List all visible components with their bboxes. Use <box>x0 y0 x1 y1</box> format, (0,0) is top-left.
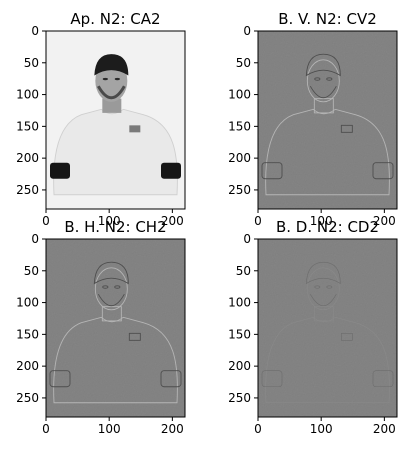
x-tick-label: 0 <box>254 214 262 228</box>
x-tick-label: 100 <box>310 422 333 436</box>
y-tick-label: 100 <box>16 296 39 310</box>
y-tick-label: 0 <box>31 24 39 38</box>
subject-hair <box>94 54 129 76</box>
y-tick-label: 200 <box>16 151 39 165</box>
x-tick-label: 0 <box>254 422 262 436</box>
subject-body <box>265 316 390 404</box>
y-tick-label: 150 <box>16 327 39 341</box>
y-tick-label: 0 <box>243 232 251 246</box>
subject-neck <box>314 306 334 322</box>
subject-eye-right <box>114 285 121 289</box>
image-texture <box>258 239 397 417</box>
subject-sleeve-right <box>160 370 182 388</box>
x-tick-label: 100 <box>98 422 121 436</box>
subject-shirt-logo <box>341 333 353 341</box>
subject-sleeve-left <box>261 162 283 180</box>
subject-body <box>265 108 390 196</box>
y-tick-label: 250 <box>16 183 39 197</box>
x-tick-label: 200 <box>161 422 184 436</box>
subject-eye-left <box>314 77 321 81</box>
y-tick-label: 100 <box>228 88 251 102</box>
y-tick-label: 150 <box>228 119 251 133</box>
subject-head <box>307 267 340 311</box>
y-tick-label: 50 <box>236 56 251 70</box>
subplot-2: B. V. N2: CV2 0 100 200 0 50 100 150 200 250 <box>228 10 398 228</box>
subject-sleeve-left <box>49 370 71 388</box>
subject-sleeve-left <box>50 162 70 179</box>
subplot-4: B. D. N2: CD2 0 100 200 0 50 100 150 200 250 <box>228 218 398 436</box>
subject-head <box>306 59 340 103</box>
y-tick-label: 100 <box>16 88 39 102</box>
x-tick-label: 200 <box>373 214 396 228</box>
subplot-title: Ap. N2: CA2 <box>70 10 160 28</box>
y-tick-label: 50 <box>24 56 39 70</box>
y-tick-label: 250 <box>228 391 251 405</box>
subject-beard <box>97 85 126 100</box>
subplot-title: B. D. N2: CD2 <box>276 218 379 236</box>
y-tick-label: 200 <box>228 359 251 373</box>
y-tick-label: 0 <box>31 232 39 246</box>
y-tick-label: 150 <box>228 327 251 341</box>
subplot-title: B. H. N2: CH2 <box>64 218 166 236</box>
y-tick-label: 0 <box>243 24 251 38</box>
y-tick-label: 200 <box>16 359 39 373</box>
subject-sleeve-right <box>372 370 394 388</box>
axes-frame <box>257 238 398 418</box>
y-tick-label: 250 <box>16 391 39 405</box>
subplot-1: Ap. N2: CA2 0 100 200 0 50 100 150 200 250 <box>16 10 186 228</box>
y-tick-label: 250 <box>228 183 251 197</box>
axes-frame <box>45 238 186 418</box>
subject-hair <box>306 261 341 285</box>
y-tick-label: 150 <box>16 119 39 133</box>
subject-hair <box>93 261 129 285</box>
subject-shirt-logo <box>129 125 141 133</box>
subplot-title: B. V. N2: CV2 <box>278 10 377 28</box>
x-tick-label: 100 <box>98 214 121 228</box>
x-tick-label: 200 <box>161 214 184 228</box>
subject-beard <box>97 293 125 307</box>
x-tick-label: 0 <box>42 422 50 436</box>
x-tick-label: 100 <box>310 214 333 228</box>
subject-eye-left <box>102 77 108 81</box>
subject-body <box>53 316 178 404</box>
subject-sleeve-right <box>372 162 394 180</box>
subject-sleeve-left <box>261 370 283 388</box>
subject-shirt-logo <box>340 124 353 133</box>
x-tick-label: 200 <box>373 422 396 436</box>
subject-eye-left <box>314 285 321 289</box>
subplot-3: B. H. N2: CH2 0 100 200 0 50 100 150 200 250 <box>16 218 186 436</box>
subject-eye-right <box>326 77 333 81</box>
subject-beard <box>309 85 337 99</box>
subject-neck <box>102 98 122 113</box>
y-tick-label: 50 <box>236 264 251 278</box>
subject-shirt-logo <box>128 332 141 341</box>
subject-neck <box>101 306 122 322</box>
y-tick-label: 200 <box>228 151 251 165</box>
subject-neck <box>313 98 334 114</box>
y-tick-label: 50 <box>24 264 39 278</box>
axes-frame <box>257 30 398 210</box>
subject-sleeve-right <box>161 162 181 179</box>
subject-eye-left <box>102 285 109 289</box>
subject-hair <box>305 53 341 77</box>
subject-head <box>94 267 128 311</box>
x-tick-label: 0 <box>42 214 50 228</box>
subject-eye-right <box>114 77 120 81</box>
image-texture <box>46 239 185 417</box>
subject-body <box>53 108 178 196</box>
axes-frame <box>45 30 186 210</box>
y-tick-label: 100 <box>228 296 251 310</box>
image-texture <box>258 31 397 209</box>
subject-eye-right <box>326 285 333 289</box>
subject-beard <box>310 294 337 307</box>
